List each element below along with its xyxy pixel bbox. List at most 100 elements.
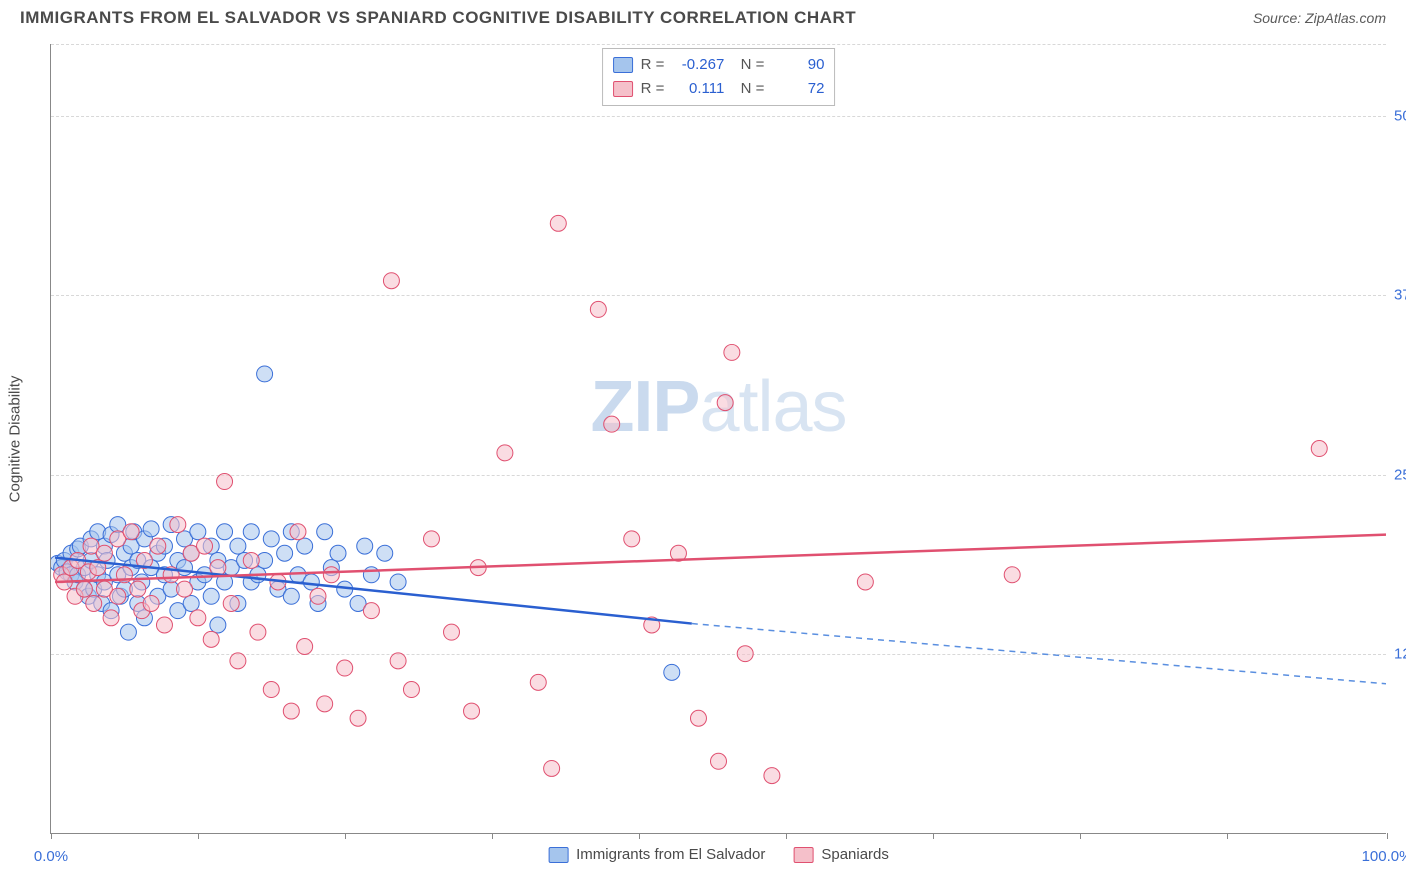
scatter-point: [183, 595, 199, 611]
scatter-point: [624, 531, 640, 547]
scatter-point: [96, 545, 112, 561]
scatter-point: [1311, 441, 1327, 457]
r-value-blue: -0.267: [672, 53, 724, 77]
scatter-point: [120, 624, 136, 640]
x-tick-label: 100.0%: [1362, 848, 1406, 865]
n-label: N =: [732, 53, 764, 77]
x-tick: [51, 833, 52, 839]
scatter-point: [297, 639, 313, 655]
y-tick-label: 37.5%: [1394, 287, 1406, 304]
scatter-point: [444, 624, 460, 640]
swatch-pink-icon: [613, 81, 633, 97]
chart-title: IMMIGRANTS FROM EL SALVADOR VS SPANIARD …: [20, 8, 856, 28]
scatter-point: [297, 538, 313, 554]
r-label: R =: [641, 77, 665, 101]
scatter-point: [303, 574, 319, 590]
swatch-pink-icon: [793, 847, 813, 863]
scatter-point: [383, 273, 399, 289]
scatter-point: [290, 524, 306, 540]
x-tick-label: 0.0%: [34, 848, 68, 865]
source-label: Source:: [1253, 10, 1301, 26]
x-tick: [198, 833, 199, 839]
scatter-point: [690, 710, 706, 726]
scatter-point: [156, 617, 172, 633]
correlation-row-blue: R = -0.267 N = 90: [613, 53, 825, 77]
scatter-point: [357, 538, 373, 554]
scatter-point: [190, 524, 206, 540]
trend-line-extrapolated: [692, 624, 1386, 684]
x-tick: [933, 833, 934, 839]
x-tick: [1227, 833, 1228, 839]
scatter-point: [764, 768, 780, 784]
scatter-point: [664, 664, 680, 680]
scatter-point: [330, 545, 346, 561]
scatter-point: [403, 682, 419, 698]
scatter-point: [390, 653, 406, 669]
n-label: N =: [732, 77, 764, 101]
correlation-row-pink: R = 0.111 N = 72: [613, 77, 825, 101]
scatter-point: [243, 552, 259, 568]
scatter-point: [150, 538, 166, 554]
scatter-point: [497, 445, 513, 461]
legend-item-pink: Spaniards: [793, 846, 889, 863]
y-tick-label: 25.0%: [1394, 466, 1406, 483]
scatter-point: [143, 521, 159, 537]
scatter-point: [203, 631, 219, 647]
scatter-point: [130, 581, 146, 597]
scatter-point: [310, 588, 326, 604]
r-label: R =: [641, 53, 665, 77]
scatter-point: [390, 574, 406, 590]
r-value-pink: 0.111: [672, 77, 724, 101]
correlation-legend: R = -0.267 N = 90 R = 0.111 N = 72: [602, 48, 836, 106]
y-axis-label: Cognitive Disability: [7, 375, 24, 502]
scatter-point: [717, 395, 733, 411]
scatter-point: [724, 344, 740, 360]
scatter-point: [190, 610, 206, 626]
scatter-point: [317, 696, 333, 712]
scatter-point: [711, 753, 727, 769]
scatter-point: [277, 545, 293, 561]
scatter-point: [283, 703, 299, 719]
scatter-point: [143, 595, 159, 611]
x-tick: [345, 833, 346, 839]
x-tick: [786, 833, 787, 839]
x-tick: [639, 833, 640, 839]
scatter-point: [1004, 567, 1020, 583]
scatter-point: [377, 545, 393, 561]
scatter-point: [170, 517, 186, 533]
scatter-point: [323, 567, 339, 583]
plot-container: Cognitive Disability ZIPatlas R = -0.267…: [50, 44, 1386, 834]
scatter-point: [123, 524, 139, 540]
scatter-point: [230, 653, 246, 669]
scatter-point: [337, 660, 353, 676]
x-tick: [492, 833, 493, 839]
scatter-point: [223, 595, 239, 611]
chart-header: IMMIGRANTS FROM EL SALVADOR VS SPANIARD …: [0, 0, 1406, 32]
scatter-point: [544, 760, 560, 776]
scatter-point: [110, 588, 126, 604]
chart-source: Source: ZipAtlas.com: [1253, 10, 1386, 26]
scatter-point: [217, 524, 233, 540]
scatter-point: [530, 674, 546, 690]
x-tick: [1080, 833, 1081, 839]
n-value-blue: 90: [772, 53, 824, 77]
swatch-blue-icon: [613, 57, 633, 73]
scatter-point: [317, 524, 333, 540]
n-value-pink: 72: [772, 77, 824, 101]
scatter-point: [243, 524, 259, 540]
scatter-point: [857, 574, 873, 590]
scatter-point: [263, 531, 279, 547]
scatter-point: [590, 301, 606, 317]
legend-label-blue: Immigrants from El Salvador: [576, 846, 765, 863]
scatter-point: [230, 538, 246, 554]
scatter-point: [263, 682, 279, 698]
chart-svg: [51, 44, 1386, 833]
scatter-point: [210, 617, 226, 633]
scatter-point: [550, 215, 566, 231]
scatter-point: [283, 588, 299, 604]
scatter-point: [257, 366, 273, 382]
series-legend: Immigrants from El Salvador Spaniards: [548, 846, 889, 863]
scatter-point: [737, 646, 753, 662]
source-value: ZipAtlas.com: [1305, 10, 1386, 26]
scatter-point: [197, 538, 213, 554]
